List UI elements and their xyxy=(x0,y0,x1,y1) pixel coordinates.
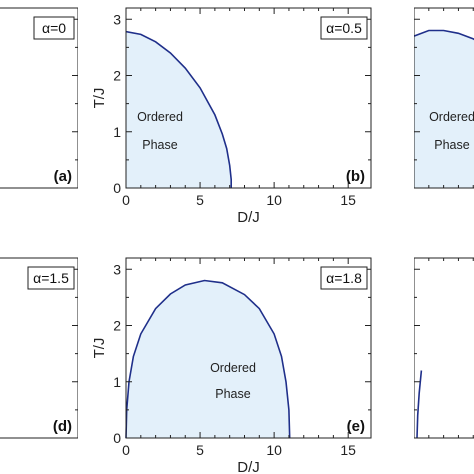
x-tick-label: 0 xyxy=(122,442,130,458)
y-tick-label: 0 xyxy=(113,430,121,446)
phase-label: Phase xyxy=(142,138,177,152)
x-axis-label: D/J xyxy=(237,459,260,474)
y-axis-label: T/J xyxy=(379,88,396,109)
alpha-label: α=0 xyxy=(42,20,66,36)
x-tick-label: 5 xyxy=(196,192,204,208)
y-tick-label: 0 xyxy=(113,180,121,196)
y-tick-label: 2 xyxy=(113,68,121,84)
panel-label: (d) xyxy=(53,418,72,435)
alpha-label: α=1.5 xyxy=(33,270,69,286)
ordered-phase-label: Ordered xyxy=(210,361,256,375)
ordered-phase-label: Ordered xyxy=(429,110,474,124)
ordered-phase-region xyxy=(126,280,290,438)
alpha-label-box xyxy=(27,266,75,290)
y-tick-label: 2 xyxy=(113,318,121,334)
panel-f: T/J xyxy=(379,257,474,439)
alpha-label-box xyxy=(320,16,368,40)
alpha-label: α=0.5 xyxy=(326,20,362,36)
x-tick-label: 5 xyxy=(196,442,204,458)
x-tick-label: 15 xyxy=(340,442,356,458)
alpha-label-box xyxy=(33,16,75,40)
phase-boundary-curve xyxy=(416,370,423,439)
alpha-label-box xyxy=(320,266,368,290)
phase-label: Phase xyxy=(215,387,250,401)
panel-label: (a) xyxy=(54,168,72,185)
panel-label: (b) xyxy=(346,168,365,185)
x-tick-label: 10 xyxy=(266,442,282,458)
phase-boundary-curve xyxy=(125,279,291,439)
panel-label: (e) xyxy=(347,418,365,435)
y-axis-label: T/J xyxy=(91,338,108,359)
panel-b: 0 5 10 15 0 1 2 3 D/J T/J Ordered Phase α=0.5 (b) xyxy=(91,7,372,226)
x-tick-label: 10 xyxy=(266,192,282,208)
y-axis-label: T/J xyxy=(379,338,396,359)
x-axis-label: D/J xyxy=(237,209,260,226)
y-tick-label: 1 xyxy=(113,124,121,140)
y-axis-label: T/J xyxy=(91,88,108,109)
plot-frame xyxy=(125,7,372,189)
ordered-phase-label: Ordered xyxy=(137,110,183,124)
panel-d: 15α=1.5(d) xyxy=(0,257,78,439)
panel-e: 0 5 10 15 0 1 2 3 D/J T/J Ordered Phase α=1.8 (e) xyxy=(91,257,372,474)
y-tick-label: 1 xyxy=(113,374,121,390)
y-tick-label: 3 xyxy=(113,261,121,277)
panel-a: 15α=0(a) xyxy=(0,7,78,189)
phase-boundary-curve xyxy=(414,29,474,41)
ordered-phase-region xyxy=(414,30,474,188)
phase-label: Phase xyxy=(434,138,469,152)
phase-boundary-curve xyxy=(125,30,232,188)
alpha-label: α=1.8 xyxy=(326,270,362,286)
y-tick-label: 3 xyxy=(113,11,121,27)
plot-frame xyxy=(125,257,372,439)
ordered-phase-region xyxy=(126,31,232,188)
panel-c: T/J Ordered Phase xyxy=(379,7,474,189)
x-tick-label: 0 xyxy=(122,192,130,208)
plot-frame xyxy=(414,257,474,439)
x-tick-label: 15 xyxy=(340,192,356,208)
